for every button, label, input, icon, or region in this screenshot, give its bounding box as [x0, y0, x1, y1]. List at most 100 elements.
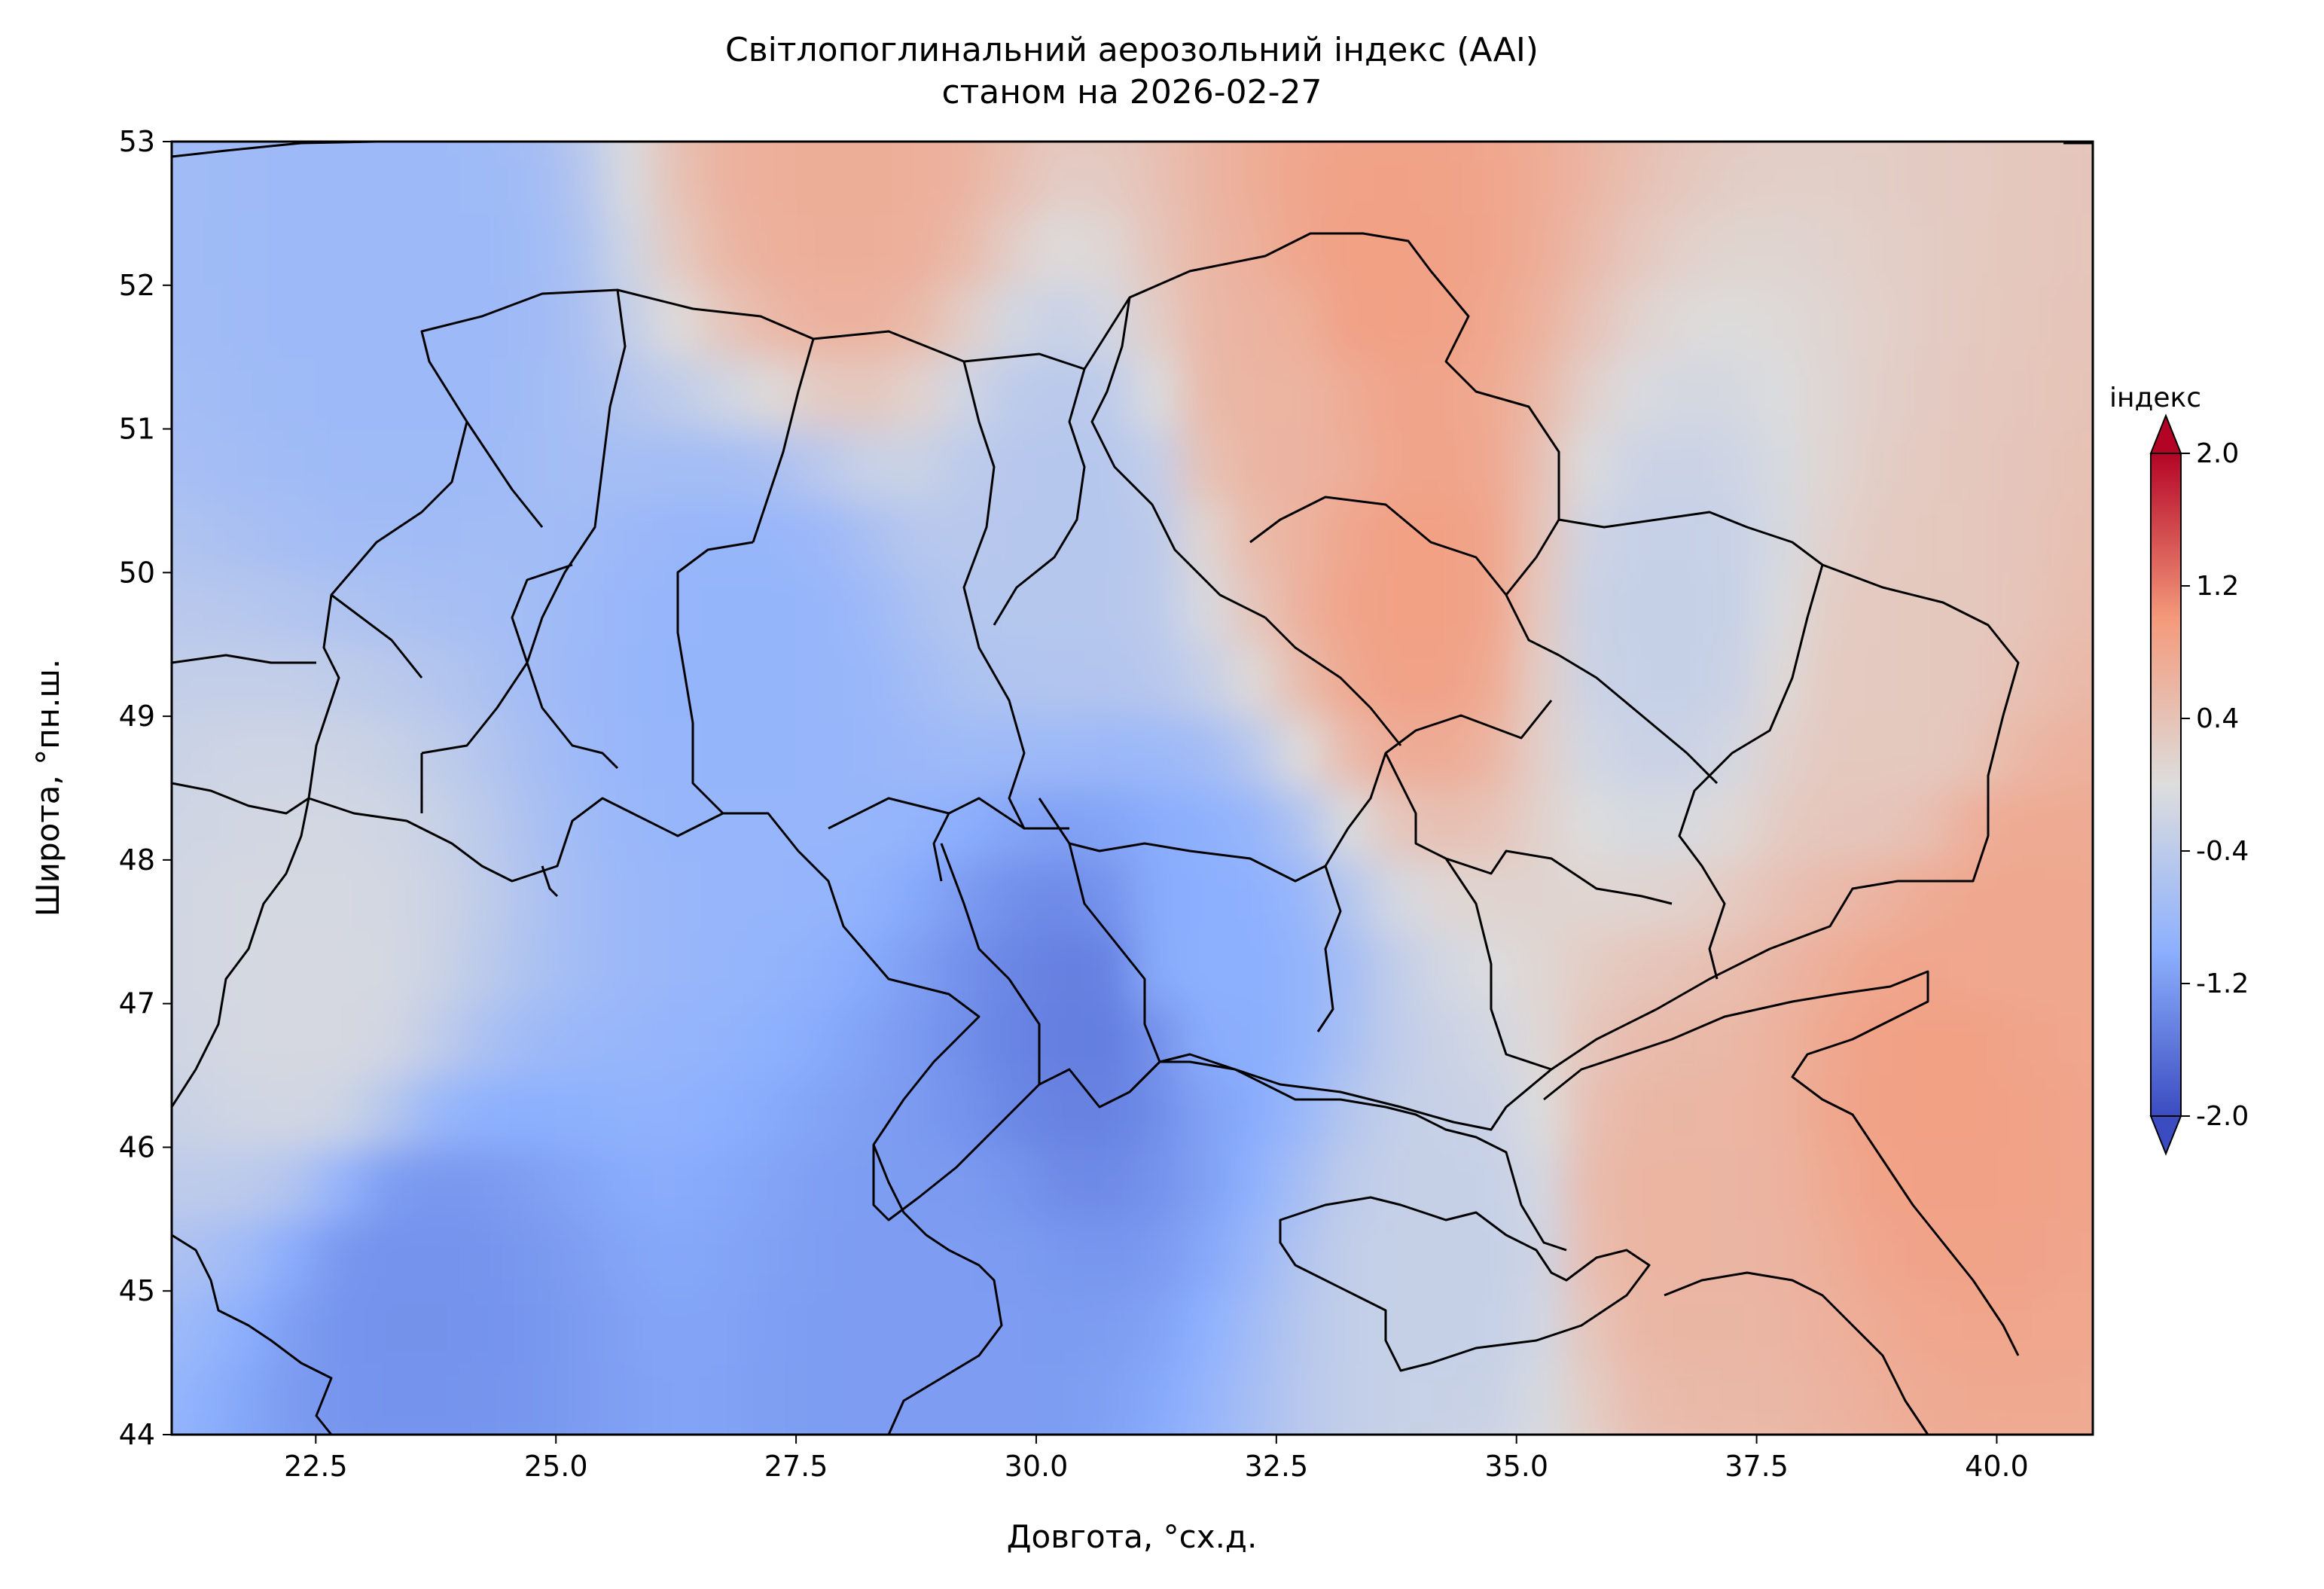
aai-cell	[988, 1003, 1037, 1077]
aai-cell	[1708, 644, 1758, 718]
aai-cell	[843, 932, 893, 1005]
aai-cell	[1900, 429, 1950, 502]
aai-cell	[1996, 1075, 2046, 1148]
y-tick-label: 53	[119, 125, 155, 158]
aai-cell	[1996, 859, 2046, 933]
aai-cell	[1084, 1075, 1133, 1148]
aai-cell	[1420, 1147, 1469, 1220]
aai-cell	[1084, 1003, 1133, 1077]
aai-cell	[1564, 1147, 1614, 1220]
aai-cell	[1564, 1291, 1614, 1364]
aai-cell	[2045, 285, 2093, 358]
aai-cell	[1468, 429, 1517, 502]
aai-cell	[1228, 572, 1277, 645]
aai-cell	[1180, 429, 1230, 502]
aai-cell	[1180, 1218, 1230, 1292]
aai-cell	[267, 429, 317, 502]
aai-cell	[892, 142, 941, 215]
aai-cell	[892, 1147, 941, 1220]
aai-cell	[1564, 716, 1614, 789]
aai-cell	[1900, 788, 1950, 861]
aai-cell	[604, 644, 653, 718]
aai-cell	[1804, 1147, 1854, 1220]
aai-cell	[219, 1147, 269, 1220]
aai-cell	[843, 500, 893, 574]
aai-cell	[219, 357, 269, 430]
aai-cell	[1516, 357, 1566, 430]
aai-cell	[1420, 285, 1469, 358]
aai-cell	[748, 1075, 798, 1148]
aai-cell	[796, 859, 845, 933]
aai-cell	[604, 429, 653, 502]
aai-cell	[796, 500, 845, 574]
aai-cell	[364, 1435, 413, 1507]
aai-cell	[604, 142, 653, 215]
aai-cell	[364, 1003, 413, 1077]
aai-cell	[1612, 572, 1662, 645]
aai-cell	[459, 644, 509, 718]
aai-cell	[1756, 1147, 1806, 1220]
aai-cell	[796, 1147, 845, 1220]
aai-cell	[1372, 285, 1422, 358]
aai-cell	[1420, 644, 1469, 718]
aai-cell	[2045, 1291, 2093, 1364]
colorbar-tick-label: -2.0	[2196, 1101, 2249, 1132]
aai-cell	[796, 1218, 845, 1292]
aai-cell	[651, 1147, 701, 1220]
aai-cell	[1228, 357, 1277, 430]
aai-cell	[1180, 500, 1230, 574]
aai-cell	[1708, 429, 1758, 502]
aai-cell	[892, 429, 941, 502]
aai-field	[172, 70, 2142, 1507]
aai-cell	[988, 859, 1037, 933]
aai-cell	[1661, 788, 1709, 861]
aai-cell	[1853, 788, 1902, 861]
aai-cell	[411, 1075, 461, 1148]
aai-cell	[1517, 70, 1566, 142]
aai-cell	[1948, 285, 1998, 358]
aai-cell	[1612, 1435, 1661, 1507]
aai-cell	[1661, 1435, 1709, 1507]
aai-cell	[2045, 932, 2093, 1005]
aai-cell	[1084, 213, 1133, 286]
aai-cell	[1036, 142, 1085, 215]
aai-cell	[1708, 213, 1758, 286]
aai-cell	[1084, 644, 1133, 718]
aai-cell	[1180, 788, 1230, 861]
aai-cell	[2045, 357, 2093, 430]
aai-cell	[1853, 572, 1902, 645]
aai-cell	[1661, 1075, 1709, 1148]
aai-cell	[700, 644, 749, 718]
aai-cell	[748, 213, 798, 286]
aai-cell	[1228, 213, 1277, 286]
aai-cell	[1276, 932, 1325, 1005]
aai-cell	[748, 572, 798, 645]
aai-cell	[1948, 1147, 1998, 1220]
aai-cell	[892, 716, 941, 789]
aai-cell	[1180, 859, 1230, 933]
aai-cell	[508, 1147, 557, 1220]
aai-cell	[700, 788, 749, 861]
aai-cell	[1276, 429, 1325, 502]
aai-cell	[1853, 859, 1902, 933]
aai-cell	[796, 716, 845, 789]
aai-cell	[1612, 788, 1662, 861]
aai-cell	[1228, 142, 1277, 215]
aai-cell	[172, 1147, 221, 1220]
aai-cell	[459, 213, 509, 286]
aai-cell	[2045, 1003, 2093, 1077]
aai-cell	[460, 70, 509, 142]
aai-cell	[2093, 501, 2142, 573]
aai-cell	[508, 285, 557, 358]
aai-cell	[1900, 213, 1950, 286]
aai-cell	[988, 1147, 1037, 1220]
aai-cell	[1324, 932, 1374, 1005]
aai-cell	[459, 1003, 509, 1077]
aai-cell	[892, 213, 941, 286]
aai-cell	[1853, 1003, 1902, 1077]
aai-cell	[892, 1362, 941, 1435]
aai-cell	[1372, 213, 1422, 286]
aai-cell	[411, 142, 461, 215]
aai-cell	[1853, 285, 1902, 358]
aai-cell	[1853, 1362, 1902, 1435]
